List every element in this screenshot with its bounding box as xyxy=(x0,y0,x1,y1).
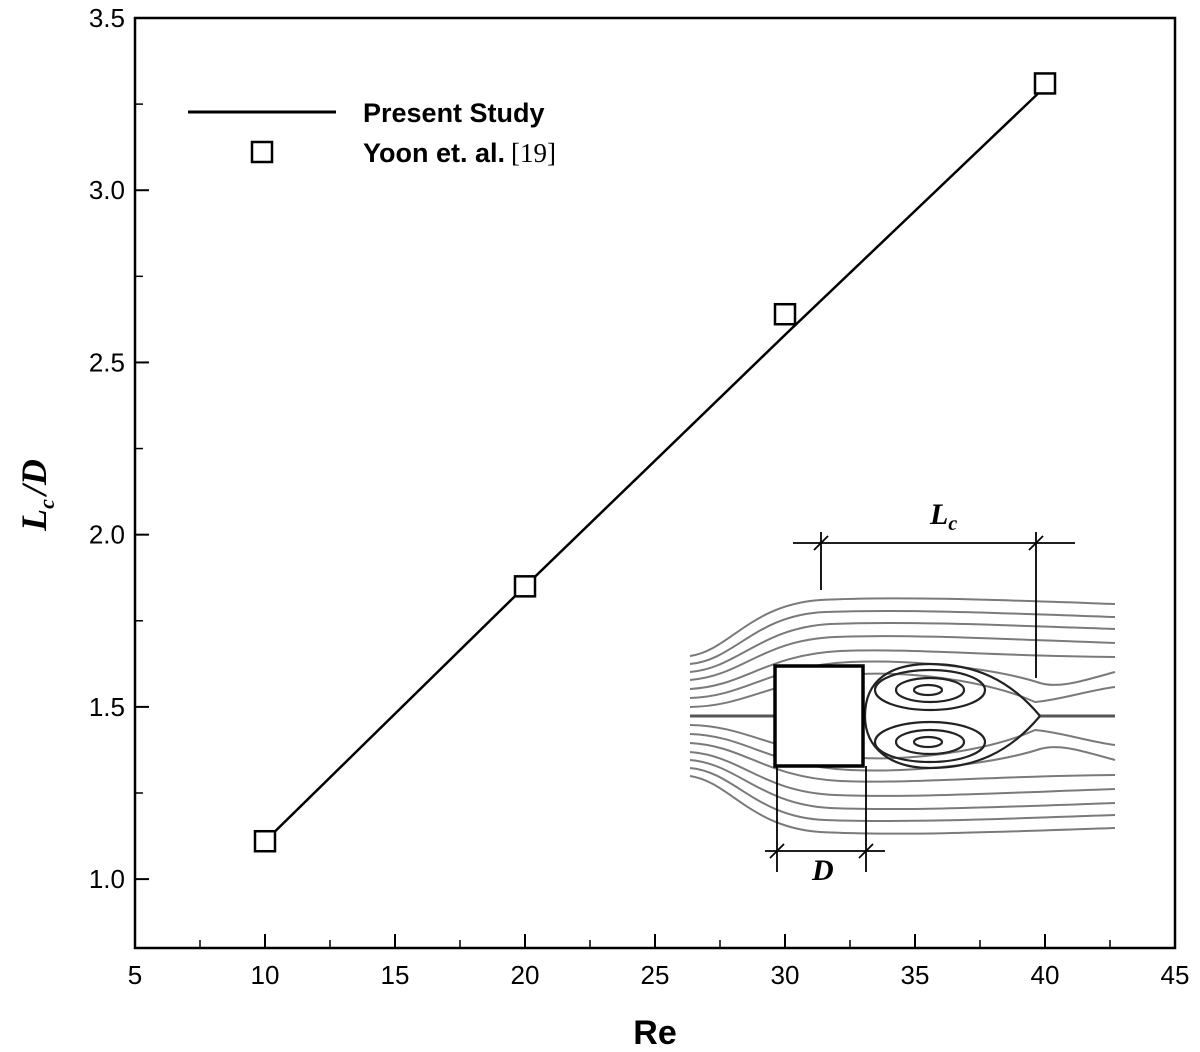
x-tick-label: 35 xyxy=(901,960,930,990)
inset-label-length: Lc xyxy=(929,498,957,535)
legend-square-swatch xyxy=(250,140,274,164)
y-tick-label: 1.5 xyxy=(89,692,125,722)
x-tick-label: 5 xyxy=(128,960,142,990)
inset-dimension-lines xyxy=(765,532,1075,872)
legend-label-yoon: Yoon et. al. [19] xyxy=(363,138,556,168)
y-axis-title-main: L xyxy=(14,509,54,532)
y-axis-title-suffix: /D xyxy=(14,459,54,498)
x-tick-label: 30 xyxy=(771,960,800,990)
y-axis-ticks: 1.0 1.5 2.0 2.5 3.0 3.5 xyxy=(89,3,149,894)
x-axis-title: Re xyxy=(633,1014,676,1052)
y-tick-label: 3.0 xyxy=(89,175,125,205)
inset-flow-schematic: Lc D xyxy=(689,498,1116,887)
series-layer xyxy=(253,72,1057,853)
inset-square-cylinder xyxy=(773,664,865,768)
x-tick-label: 45 xyxy=(1161,960,1190,990)
x-tick-label: 20 xyxy=(511,960,540,990)
y-tick-label: 2.0 xyxy=(89,520,125,550)
plot-frame xyxy=(133,16,1177,950)
series-line-present-study xyxy=(264,85,1046,843)
inset-streamlines xyxy=(689,597,1116,835)
x-tick-label: 10 xyxy=(251,960,280,990)
inset-label-width: D xyxy=(811,854,834,887)
x-tick-label: 25 xyxy=(641,960,670,990)
y-tick-label: 1.0 xyxy=(89,864,125,894)
x-tick-label: 15 xyxy=(381,960,410,990)
inset-vortices xyxy=(863,662,1041,770)
y-axis-title: Lc/D xyxy=(14,459,59,532)
y-axis-title-sub: c xyxy=(34,499,59,509)
y-tick-label: 2.5 xyxy=(89,347,125,377)
data-point-yoon xyxy=(513,575,537,598)
legend-label-present-study: Present Study xyxy=(363,98,545,128)
legend: Present Study Yoon et. al. [19] xyxy=(188,98,556,168)
data-point-yoon xyxy=(1033,72,1057,95)
y-tick-label: 3.5 xyxy=(89,3,125,33)
data-point-yoon xyxy=(253,829,277,853)
svg-text:Lc/D: Lc/D xyxy=(14,459,59,532)
x-axis-ticks: 5 10 15 20 25 30 35 40 45 xyxy=(128,934,1190,990)
x-tick-label: 40 xyxy=(1031,960,1060,990)
data-point-yoon xyxy=(773,302,797,326)
